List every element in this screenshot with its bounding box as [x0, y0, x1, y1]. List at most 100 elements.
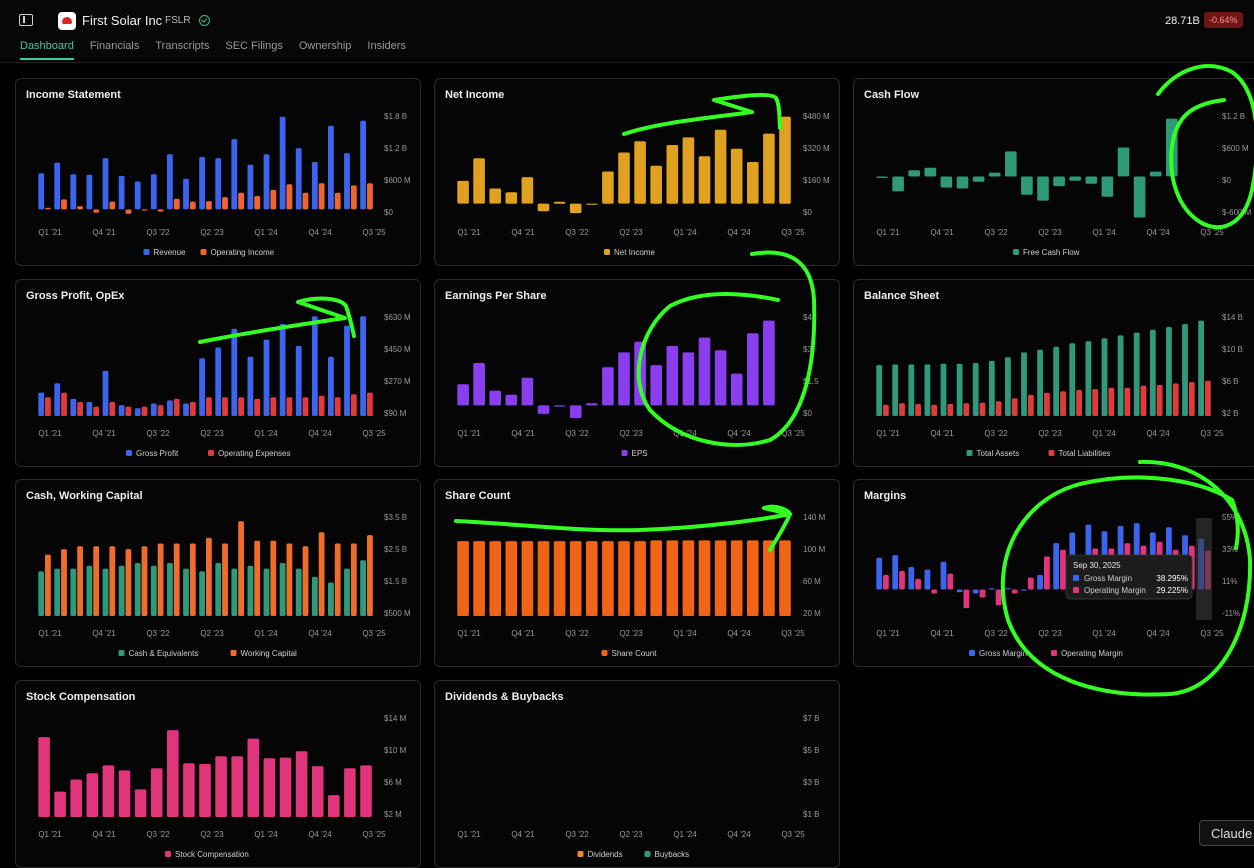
bar: [747, 333, 759, 406]
bar: [38, 173, 45, 210]
gross-profit-chart[interactable]: $630 M $450 M $270 M $90 M Q1 '21 Q4 '21 Q3 '2…: [16, 280, 421, 467]
sidebar-toggle-icon[interactable]: [19, 14, 33, 26]
card-income-statement: Income Statement $1.8 B $1.2 B $600 M $0 Q1 …: [15, 78, 421, 266]
x-tick-label: Q4 '21: [92, 629, 116, 638]
bar: [1205, 380, 1211, 416]
dividends-buybacks-chart[interactable]: $7 B $5 B $3 B $1 B Q1 '21 Q4 '21 Q3 '22 Q2 '23…: [435, 681, 840, 868]
card-title: Share Count: [445, 490, 511, 502]
bar: [634, 141, 646, 204]
x-tick-label: Q4 '24: [1146, 228, 1170, 237]
bar: [899, 571, 905, 590]
bar: [199, 358, 205, 416]
bar: [150, 403, 157, 416]
legend-swatch: [604, 249, 610, 255]
margins-chart[interactable]: 55% 33% 11% -11% Q1 '21 Q4 '21 Q3 '22 Q2 '23 Q1 …: [854, 480, 1254, 667]
bar: [311, 316, 318, 416]
x-tick-label: Q4 '21: [92, 830, 116, 839]
bar: [618, 541, 630, 616]
legend-label: Stock Compensation: [175, 850, 249, 859]
bar: [1085, 176, 1098, 184]
cash-flow-chart[interactable]: $1.2 B $600 M $0 $-600 M Q1 '21 Q4 '21 Q3 '22 Q…: [854, 79, 1254, 266]
card-stock-compensation: Stock Compensation $14 M $10 M $6 M $2 M Q1 …: [15, 680, 421, 868]
tab-ownership[interactable]: Ownership: [298, 40, 352, 52]
bar: [1117, 335, 1124, 416]
cash-working-capital-chart[interactable]: $3.5 B $2.5 B $1.5 B $500 M Q1 '21 Q4 '21 Q3 '…: [16, 480, 421, 667]
income-statement-chart[interactable]: $1.8 B $1.2 B $600 M $0 Q1 '21 Q4 '21 Q3 '22 Q2…: [16, 79, 421, 266]
net-income-chart[interactable]: $480 M $320 M $160 M $0 Q1 '21 Q4 '21 Q3 '22 Q2…: [435, 79, 840, 266]
bar: [714, 350, 727, 406]
eps-chart[interactable]: $4 $3 $1.5 $0 Q1 '21 Q4 '21 Q3 '22 Q2 '23 Q1 '24…: [435, 280, 840, 467]
bar: [134, 408, 141, 416]
legend-label: Cash & Equivalents: [129, 649, 199, 658]
claude-button[interactable]: Claude: [1199, 820, 1254, 846]
x-tick-label: Q3 '25: [781, 629, 805, 638]
bar: [150, 565, 157, 616]
bar: [86, 174, 93, 210]
tab-financials[interactable]: Financials: [89, 40, 140, 52]
tab-insiders[interactable]: Insiders: [367, 40, 406, 52]
bar: [360, 560, 366, 616]
stock-compensation-chart[interactable]: $14 M $10 M $6 M $2 M Q1 '21 Q4 '21 Q3 '22 Q2 '…: [16, 681, 421, 868]
legend-swatch: [1013, 249, 1019, 255]
y-tick-label: $630 M: [384, 313, 411, 322]
bar: [189, 402, 196, 416]
x-tick-label: Q2 '23: [619, 228, 643, 237]
x-tick-label: Q1 '24: [254, 629, 278, 638]
y-tick-label: $0: [803, 208, 812, 217]
tab-dashboard[interactable]: Dashboard: [20, 40, 74, 60]
x-tick-label: Q3 '25: [781, 228, 805, 237]
bar: [1198, 320, 1204, 416]
bar: [231, 139, 238, 210]
x-tick-label: Q1 '21: [38, 228, 62, 237]
bar: [666, 540, 679, 616]
y-tick-label: $3.5 B: [384, 513, 407, 522]
bar: [1027, 394, 1034, 416]
y-tick-label: $-600 M: [1222, 208, 1252, 217]
bar: [698, 337, 711, 406]
x-tick-label: Q4 '21: [92, 228, 116, 237]
bar: [1140, 385, 1147, 416]
card-title: Cash Flow: [864, 89, 920, 101]
bar: [1166, 118, 1178, 177]
bar: [650, 365, 662, 406]
tab-transcripts[interactable]: Transcripts: [155, 40, 210, 52]
bar: [334, 543, 341, 616]
share-count-chart[interactable]: 140 M 100 M 60 M 20 M Q1 '21 Q4 '21 Q3 '22 Q2 '…: [435, 480, 840, 667]
x-tick-label: Q1 '21: [457, 629, 481, 638]
x-tick-label: Q1 '21: [457, 830, 481, 839]
bar: [1060, 391, 1066, 416]
bar: [93, 546, 100, 616]
bar: [199, 764, 211, 817]
y-tick-label: $10 B: [1222, 345, 1243, 354]
x-tick-label: Q4 '24: [1146, 629, 1170, 638]
x-tick-label: Q3 '25: [362, 830, 386, 839]
bar: [602, 367, 614, 406]
bar: [334, 397, 341, 416]
balance-sheet-chart[interactable]: $14 B $10 B $6 B $2 B Q1 '21 Q4 '21 Q3 '22 Q2 '…: [854, 280, 1254, 467]
bar: [254, 540, 261, 616]
bar: [222, 543, 228, 616]
bar: [270, 540, 277, 616]
legend-label: Operating Margin: [1061, 649, 1123, 658]
y-tick-label: $480 M: [803, 112, 830, 121]
bar: [618, 152, 630, 204]
x-tick-label: Q3 '25: [362, 228, 386, 237]
bar: [457, 384, 469, 406]
y-tick-label: $1.8 B: [384, 112, 407, 121]
bar: [473, 363, 485, 406]
bar: [311, 576, 318, 616]
bar: [328, 125, 334, 210]
tooltip-swatch: [1073, 575, 1079, 581]
x-tick-label: Q1 '21: [457, 228, 481, 237]
tab-sec-filings[interactable]: SEC Filings: [225, 40, 283, 52]
x-tick-label: Q4 '21: [511, 830, 535, 839]
x-tick-label: Q1 '24: [673, 830, 697, 839]
bar: [1149, 329, 1156, 416]
bar: [899, 403, 905, 416]
bar: [263, 568, 270, 616]
bar: [956, 363, 963, 416]
bar: [54, 383, 61, 416]
bar: [286, 397, 293, 416]
legend-label: Operating Income: [211, 248, 275, 257]
bar: [222, 197, 228, 210]
